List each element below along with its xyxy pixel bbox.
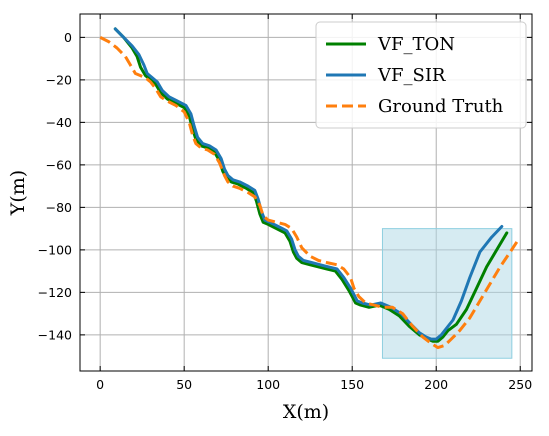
- legend-box: [315, 21, 527, 129]
- highlight-region-layer: [381, 228, 513, 359]
- x-axis-label: X(m): [283, 401, 329, 423]
- y-axis-label: Y(m): [7, 170, 29, 216]
- x-tick-label: 200: [424, 377, 448, 392]
- series-layer: [99, 27, 520, 350]
- legend-label-vf-ton: VF_TON: [377, 34, 455, 55]
- y-tick-label: −80: [46, 200, 72, 215]
- x-tick-label: 150: [340, 377, 364, 392]
- ticks: [80, 14, 532, 371]
- series-line-vf-sir: [113, 27, 504, 341]
- tick-labels: 0 50 100 150 200 250 0 −20 −40 −60 −80 −100 −120 −140: [38, 30, 533, 392]
- x-tick-label: 100: [256, 377, 280, 392]
- y-tick-label: −60: [46, 157, 72, 172]
- y-tick-label: −100: [38, 242, 72, 257]
- plot-frame: [79, 13, 533, 372]
- series-line-ground-truth: [99, 36, 520, 350]
- legend-label-vf-sir: VF_SIR: [377, 65, 446, 86]
- highlight-region: [381, 228, 513, 359]
- y-tick-label: −20: [46, 72, 72, 87]
- y-tick-label: −120: [38, 285, 72, 300]
- x-tick-label: 50: [176, 377, 192, 392]
- x-tick-label: 250: [508, 377, 532, 392]
- legend-label-ground-truth: Ground Truth: [378, 96, 504, 117]
- y-tick-label: 0: [64, 30, 72, 45]
- y-tick-label: −140: [38, 327, 72, 342]
- y-tick-label: −40: [46, 115, 72, 130]
- x-tick-label: 0: [96, 377, 104, 392]
- legend: VF_TON VF_SIR Ground Truth: [315, 21, 527, 129]
